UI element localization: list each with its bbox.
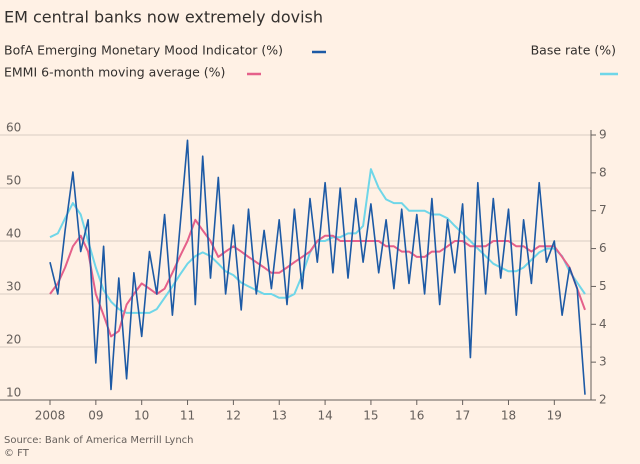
x-tick-label: 12 [226, 409, 241, 423]
source: Source: Bank of America Merrill Lynch [4, 435, 194, 446]
series-line [49, 139, 586, 395]
x-tick-label: 14 [317, 409, 332, 423]
y2-tick-label: 3 [599, 355, 607, 369]
y2-tick-label: 6 [599, 241, 607, 255]
y2-tick-label: 9 [599, 128, 607, 142]
x-tick-label: 13 [272, 409, 287, 423]
y-tick-label: 50 [6, 174, 21, 188]
y2-tick-label: 4 [599, 317, 607, 331]
legend-label: BofA Emerging Monetary Mood Indicator (%… [4, 43, 283, 58]
legend-label: EMMI 6-month moving average (%) [4, 65, 225, 80]
y2-tick-label: 2 [599, 393, 607, 407]
y-tick-label: 30 [6, 280, 21, 294]
x-tick-label: 19 [547, 409, 562, 423]
x-tick-label: 17 [455, 409, 470, 423]
x-tick-label: 16 [409, 409, 424, 423]
y-tick-label: 20 [6, 333, 21, 347]
y-tick-label: 10 [6, 386, 21, 400]
y2-tick-label: 7 [599, 203, 607, 217]
series-line [49, 218, 586, 338]
x-tick-label: 09 [88, 409, 103, 423]
x-tick-label: 18 [501, 409, 516, 423]
y2-tick-label: 5 [599, 279, 607, 293]
credit: © FT [4, 448, 30, 459]
chart-title: EM central banks now extremely dovish [4, 8, 323, 27]
x-tick-label: 11 [180, 409, 195, 423]
y2-tick-label: 8 [599, 165, 607, 179]
y-tick-label: 60 [6, 121, 21, 135]
x-tick-label: 2008 [35, 409, 66, 423]
y-tick-label: 40 [6, 227, 21, 241]
x-tick-label: 15 [363, 409, 378, 423]
y2-axis-label: Base rate (%) [531, 43, 616, 58]
x-tick-label: 10 [134, 409, 149, 423]
